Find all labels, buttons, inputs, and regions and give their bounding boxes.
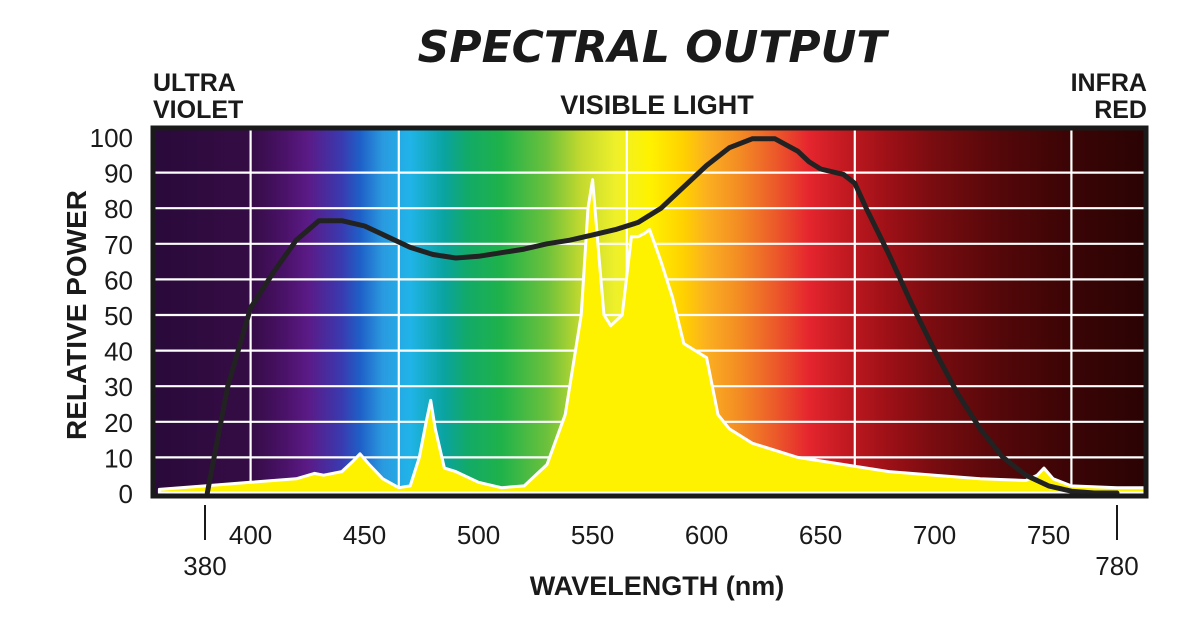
uv-label-line2: VIOLET <box>153 96 243 124</box>
y-tick-label-40: 40 <box>104 337 133 367</box>
y-tick-label-90: 90 <box>104 159 133 189</box>
y-axis-label: RELATIVE POWER <box>61 190 92 440</box>
x-tick-label-500: 500 <box>457 520 500 550</box>
x-tick-label-400: 400 <box>229 520 272 550</box>
x-axis-label: WAVELENGTH (nm) <box>530 571 784 601</box>
series-layer <box>157 136 1148 496</box>
y-tick-label-20: 20 <box>104 408 133 438</box>
y-tick-label-30: 30 <box>104 372 133 402</box>
y-tick-label-10: 10 <box>104 443 133 473</box>
x-ticks: 400 450 500 550 600 650 700 750 380 780 <box>183 505 1139 581</box>
x-extra-tick-label-780: 780 <box>1095 551 1138 581</box>
y-tick-label-100: 100 <box>90 123 133 153</box>
uv-label-line1: ULTRA <box>153 69 236 97</box>
visible-light-label: VISIBLE LIGHT <box>560 90 754 120</box>
y-tick-label-80: 80 <box>104 194 133 224</box>
x-tick-label-750: 750 <box>1027 520 1070 550</box>
ir-label-line2: RED <box>1094 96 1147 124</box>
plot-frame <box>150 125 1149 499</box>
y-tick-label-70: 70 <box>104 230 133 260</box>
series-0-area <box>157 178 1148 495</box>
x-tick-label-700: 700 <box>913 520 956 550</box>
series-1-line <box>204 136 1120 496</box>
y-tick-label-60: 60 <box>104 265 133 295</box>
x-tick-label-600: 600 <box>685 520 728 550</box>
x-extra-tick-label-380: 380 <box>183 551 226 581</box>
chart-title: SPECTRAL OUTPUT <box>418 22 890 73</box>
y-tick-label-50: 50 <box>104 301 133 331</box>
x-tick-label-450: 450 <box>343 520 386 550</box>
x-tick-label-650: 650 <box>799 520 842 550</box>
y-tick-label-0: 0 <box>119 479 133 509</box>
y-tick-labels: 0 10 20 30 40 50 60 70 80 90 100 <box>90 123 133 509</box>
x-tick-label-550: 550 <box>571 520 614 550</box>
ir-label-line1: INFRA <box>1071 69 1147 97</box>
